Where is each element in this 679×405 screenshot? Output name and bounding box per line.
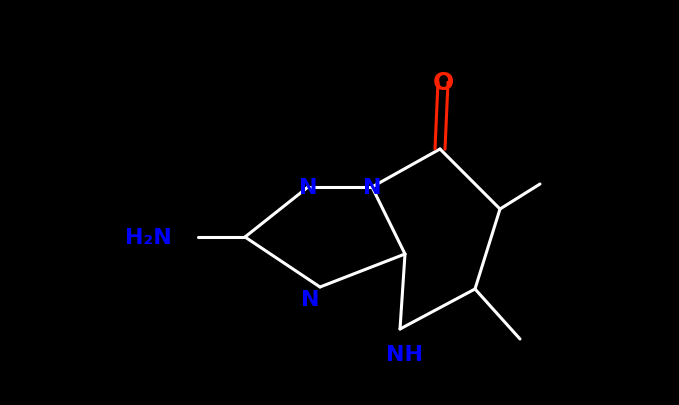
Text: H₂N: H₂N [125,228,171,247]
Text: N: N [363,177,381,198]
Text: N: N [299,177,317,198]
Text: NH: NH [386,344,424,364]
Text: O: O [433,71,454,95]
Text: N: N [301,289,319,309]
